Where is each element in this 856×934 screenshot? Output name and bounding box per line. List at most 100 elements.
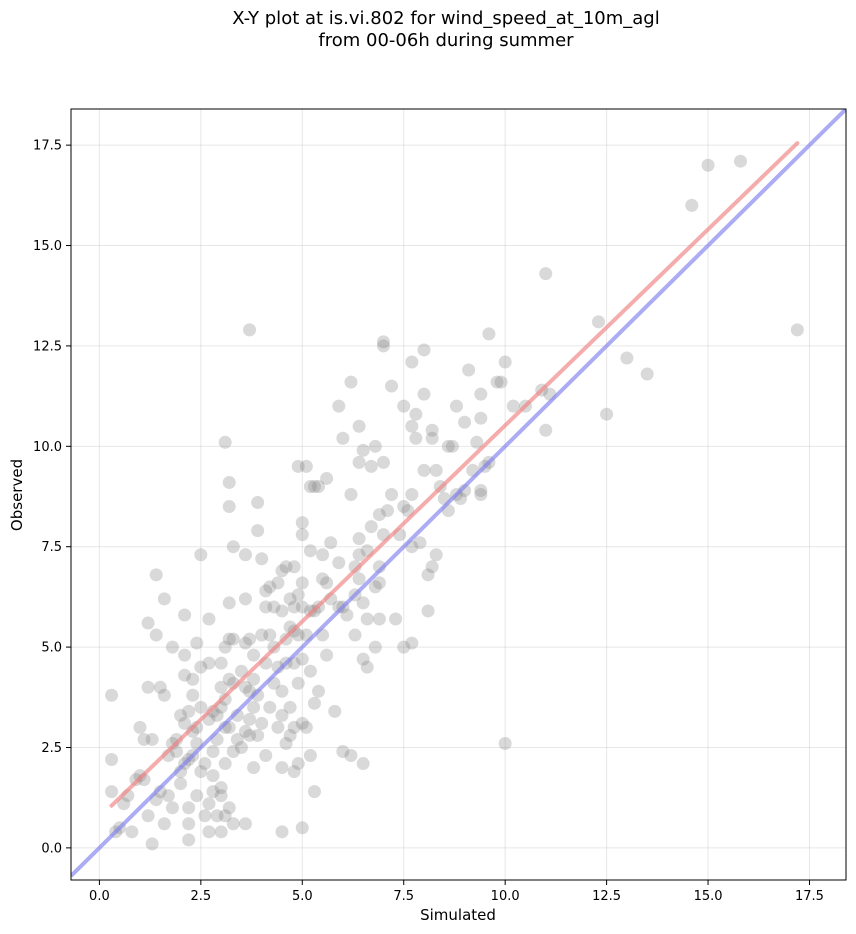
data-point: [591, 315, 605, 329]
data-point: [206, 785, 220, 799]
data-point: [243, 632, 257, 646]
data-point: [226, 540, 240, 554]
data-point: [226, 632, 240, 646]
data-point: [210, 809, 224, 823]
data-point: [620, 351, 634, 365]
data-point: [364, 520, 378, 534]
data-point: [291, 628, 305, 642]
data-point: [506, 399, 520, 413]
data-point: [283, 592, 297, 606]
data-point: [149, 568, 163, 582]
data-point: [275, 604, 289, 618]
data-point: [238, 724, 252, 738]
data-point: [336, 745, 350, 758]
data-point: [295, 600, 309, 614]
data-point: [137, 732, 151, 746]
data-point: [413, 536, 427, 550]
data-point: [307, 479, 321, 493]
data-point: [161, 789, 175, 803]
data-point: [153, 680, 167, 694]
data-point: [685, 198, 699, 212]
y-tick-label: 0.0: [41, 841, 62, 856]
data-point: [316, 548, 330, 562]
x-tick-label: 12.5: [592, 889, 621, 904]
data-point: [405, 488, 419, 501]
data-point: [425, 431, 439, 445]
data-point: [539, 267, 553, 281]
data-point: [238, 592, 252, 606]
data-point: [198, 757, 212, 771]
data-point: [210, 708, 224, 722]
data-point: [356, 652, 370, 666]
data-point: [421, 568, 435, 582]
data-point: [141, 680, 155, 694]
data-point: [165, 801, 179, 815]
data-point: [498, 736, 512, 750]
y-tick-label: 15.0: [33, 239, 62, 254]
data-point: [397, 500, 411, 514]
data-point: [275, 684, 289, 698]
data-point: [105, 785, 119, 799]
data-point: [125, 825, 139, 839]
data-point: [218, 809, 232, 823]
data-point: [320, 471, 334, 485]
data-point: [494, 375, 508, 389]
data-point: [324, 536, 338, 550]
data-point: [356, 757, 370, 771]
data-point: [474, 411, 488, 425]
data-point: [340, 608, 354, 622]
data-point: [194, 660, 208, 674]
data-point: [344, 375, 358, 389]
data-point: [182, 817, 196, 831]
data-point: [222, 632, 236, 646]
data-point: [190, 789, 204, 803]
data-point: [214, 825, 228, 839]
axis-ticks: 0.0 2.5 5.0 7.5 10.0 12.5 15.0 17.5 0.0 2.5 5.0 7.5…: [33, 139, 824, 904]
data-point: [425, 423, 439, 437]
data-point: [360, 660, 374, 674]
data-point: [222, 801, 236, 815]
data-point: [165, 640, 179, 654]
data-point: [376, 335, 390, 349]
data-point: [206, 769, 220, 783]
data-point: [376, 339, 390, 353]
data-point: [194, 700, 208, 714]
data-point: [251, 728, 265, 742]
data-point: [470, 435, 484, 449]
data-point: [149, 628, 163, 642]
x-tick-label: 2.5: [190, 889, 211, 904]
data-point: [157, 817, 171, 831]
data-point: [303, 749, 317, 763]
data-point: [279, 560, 293, 574]
data-point: [405, 419, 419, 433]
data-point: [380, 504, 394, 518]
data-point: [287, 600, 301, 614]
data-point: [474, 387, 488, 401]
data-point: [307, 785, 321, 799]
data-point: [734, 154, 748, 168]
data-point: [332, 556, 346, 570]
data-point: [202, 797, 216, 811]
data-point: [174, 777, 188, 791]
data-point: [295, 821, 309, 835]
data-point: [429, 548, 443, 562]
data-point: [372, 612, 386, 626]
data-point: [352, 419, 366, 433]
data-point: [243, 728, 257, 742]
data-point: [352, 548, 366, 562]
data-point: [238, 548, 252, 562]
data-point: [182, 704, 196, 718]
data-point: [174, 708, 188, 722]
data-point: [295, 652, 309, 666]
data-point: [790, 323, 804, 337]
y-tick-label: 5.0: [41, 641, 62, 656]
data-point: [307, 696, 321, 710]
data-point: [640, 367, 654, 381]
data-point: [344, 749, 358, 763]
data-point: [133, 720, 147, 734]
data-point: [352, 532, 366, 546]
data-point: [238, 680, 252, 694]
regression-line: [109, 141, 800, 808]
data-point: [287, 560, 301, 574]
